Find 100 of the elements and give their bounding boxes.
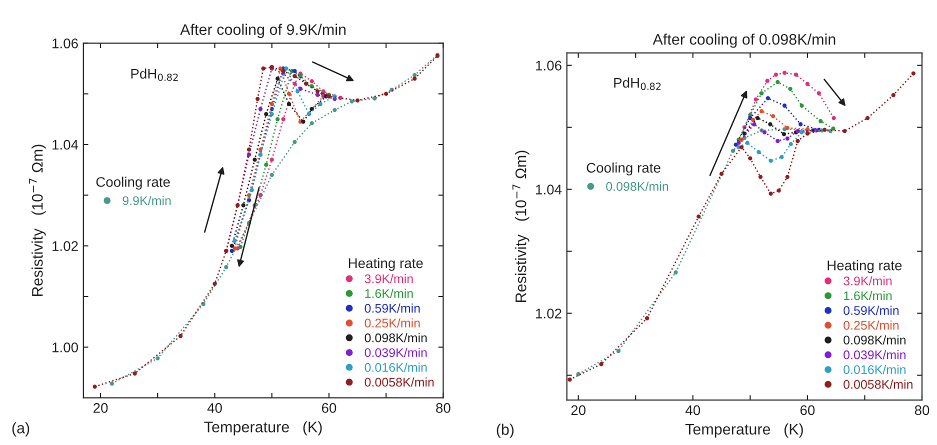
point <box>275 76 280 81</box>
point <box>788 142 793 146</box>
point <box>258 106 263 112</box>
point <box>891 93 896 98</box>
x-tick-label: 60 <box>322 403 336 413</box>
point <box>355 98 360 102</box>
legend-label: 0.0058K/min <box>364 377 434 387</box>
x-axis-title: Temperature (K) <box>685 423 803 438</box>
point <box>286 102 292 106</box>
point <box>238 244 243 249</box>
point <box>270 172 274 177</box>
x-tick-label: 20 <box>571 405 586 416</box>
point <box>310 121 314 126</box>
point <box>306 112 312 116</box>
point <box>246 147 252 152</box>
point <box>750 118 756 122</box>
point <box>132 371 137 376</box>
point <box>674 270 678 274</box>
point <box>762 130 767 134</box>
point <box>696 214 701 219</box>
legend-label: 0.25K/min <box>844 320 899 330</box>
y-tick-label: 1.02 <box>536 308 562 318</box>
chart-title: After cooling of 0.098K/min <box>652 34 836 48</box>
point <box>156 356 160 360</box>
point <box>284 66 288 71</box>
point <box>298 86 303 91</box>
legend-label: 0.098K/min <box>606 182 668 191</box>
annotation: Cooling rate <box>586 162 660 176</box>
annotation: Cooling rate <box>96 176 170 190</box>
point <box>794 72 798 77</box>
point <box>805 131 810 136</box>
legend-label: 1.6K/min <box>844 290 892 300</box>
point <box>782 70 787 75</box>
point <box>866 116 870 120</box>
point <box>798 122 803 126</box>
point <box>816 91 821 96</box>
point <box>805 82 810 86</box>
chart-title: After cooling of 9.9K/min <box>180 24 346 38</box>
point <box>92 384 97 389</box>
x-tick-label: 40 <box>685 405 700 416</box>
point <box>412 76 417 81</box>
point <box>310 79 314 84</box>
point <box>756 116 760 120</box>
point <box>292 74 297 78</box>
point <box>616 349 621 354</box>
point <box>771 114 776 118</box>
y-tick-label: 1.04 <box>52 140 78 150</box>
point <box>110 382 114 386</box>
point <box>765 78 770 83</box>
legend-label: 0.59K/min <box>844 306 899 315</box>
point <box>315 89 320 94</box>
point <box>281 117 286 122</box>
point <box>568 378 572 382</box>
legend-label: 0.098K/min <box>364 333 427 342</box>
legend-label: 1.6K/min <box>365 288 413 298</box>
point <box>832 116 836 120</box>
point <box>258 193 263 198</box>
legend-label: 0.098K/min <box>844 335 906 344</box>
text: (a) <box>12 422 30 436</box>
point <box>785 136 790 141</box>
point <box>250 188 254 192</box>
point <box>842 128 847 134</box>
legend-label: 0.016K/min <box>844 364 906 374</box>
point <box>776 80 780 84</box>
point <box>766 96 770 100</box>
point <box>752 122 756 126</box>
point <box>788 86 792 91</box>
point <box>286 92 292 96</box>
y-axis-title: Resistivity (10$^{−7}$ Ωm) <box>512 150 530 302</box>
x-tick-label: 80 <box>914 405 930 416</box>
legend-label: 0.0058K/min <box>844 380 912 389</box>
point <box>241 203 246 208</box>
legend-label: 0.59K/min <box>364 304 420 313</box>
point <box>256 96 260 101</box>
point <box>315 92 320 97</box>
legend-label: 3.9K/min <box>364 274 413 284</box>
point <box>756 150 761 154</box>
y-axis-title: Resistivity (10$^{−7}$ Ωm) <box>28 144 46 296</box>
point <box>224 265 228 270</box>
point <box>270 112 274 116</box>
x-tick-label: 20 <box>94 403 108 413</box>
legend-label: 0.039K/min <box>844 350 906 360</box>
annotation: PdH$_{0.82}$ <box>614 78 661 90</box>
point <box>740 145 744 150</box>
y-tick-label: 1.02 <box>52 241 78 251</box>
point <box>760 109 764 114</box>
point <box>270 158 274 162</box>
point <box>212 282 217 286</box>
legend-title: Heating rate <box>828 260 902 274</box>
point <box>758 174 763 180</box>
point <box>301 120 306 124</box>
point <box>818 119 823 124</box>
point <box>281 68 286 74</box>
legend-label: 0.039K/min <box>364 348 427 358</box>
point <box>782 104 787 108</box>
point <box>782 132 786 136</box>
point <box>785 174 790 180</box>
point <box>785 126 790 130</box>
point <box>275 117 280 122</box>
legend-title: Heating rate <box>348 258 423 271</box>
